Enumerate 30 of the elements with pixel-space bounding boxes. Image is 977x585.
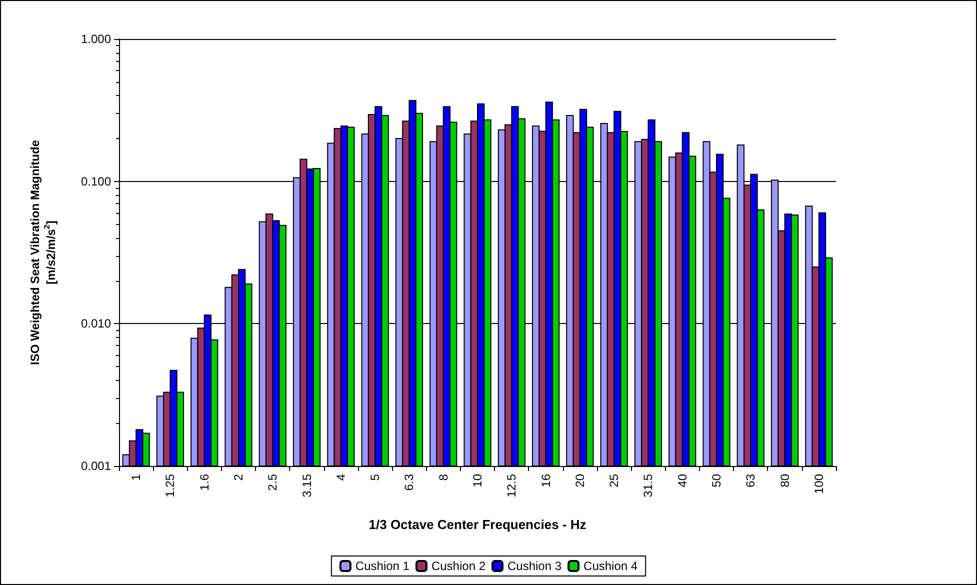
x-tick-label: 3.15: [300, 474, 314, 498]
y-tick-label: 0.100: [80, 174, 112, 188]
x-tick-label: 50: [710, 474, 724, 488]
x-tick-label: 16: [538, 474, 553, 488]
legend-label: Cushion 3: [508, 559, 562, 573]
legend-label: Cushion 4: [584, 559, 638, 573]
x-tick-label: 1: [129, 474, 144, 481]
x-tick-label: 80: [778, 474, 792, 488]
x-tick-label: 6.3: [402, 474, 416, 491]
x-tick-label: 63: [744, 474, 758, 488]
x-tick-label: 8: [436, 474, 450, 481]
x-axis-title: 1/3 Octave Center Frequencies - Hz: [368, 517, 587, 532]
y-tick-label: 0.001: [80, 459, 112, 473]
x-tick-label: 1.6: [197, 474, 212, 491]
x-tick-label: 2.5: [266, 474, 280, 491]
x-tick-label: 10: [470, 474, 484, 488]
x-tick-label: 12.5: [504, 474, 519, 498]
x-tick-label: 2: [232, 474, 246, 481]
x-tick-label: 40: [675, 474, 690, 488]
x-tick-label: 4: [334, 474, 348, 481]
x-tick-label: 25: [607, 474, 622, 488]
x-tick-label: 31.5: [641, 474, 656, 498]
x-tick-label: 20: [572, 474, 587, 488]
y-tick-label: 1.000: [80, 32, 112, 46]
legend-label: Cushion 1: [355, 559, 410, 573]
legend-label: Cushion 2: [431, 559, 486, 573]
x-tick-label: 100: [812, 474, 826, 494]
x-tick-label: 1.25: [163, 474, 178, 498]
x-tick-label: 5: [368, 474, 382, 481]
y-tick-label: 0.010: [80, 316, 112, 331]
